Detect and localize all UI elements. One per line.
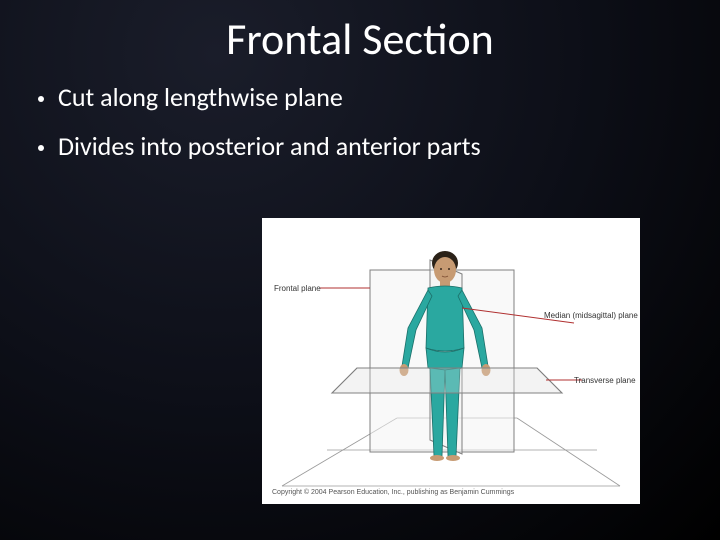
bullet-dot-icon (38, 145, 44, 151)
bullet-text: Divides into posterior and anterior part… (58, 131, 481, 162)
slide-title: Frontal Section (0, 0, 720, 76)
frontal-plane-label: Frontal plane (274, 284, 321, 293)
bullet-item: Cut along lengthwise plane (38, 82, 720, 113)
median-plane-label: Median (midsagittal) plane (544, 311, 638, 320)
anatomical-figure: Frontal plane Median (midsagittal) plane… (262, 218, 640, 504)
figure-credit: Copyright © 2004 Pearson Education, Inc.… (272, 489, 514, 496)
bullet-list: Cut along lengthwise plane Divides into … (0, 76, 720, 162)
bullet-text: Cut along lengthwise plane (58, 82, 343, 113)
bullet-item: Divides into posterior and anterior part… (38, 131, 720, 162)
bullet-dot-icon (38, 96, 44, 102)
transverse-plane-label: Transverse plane (574, 376, 636, 385)
